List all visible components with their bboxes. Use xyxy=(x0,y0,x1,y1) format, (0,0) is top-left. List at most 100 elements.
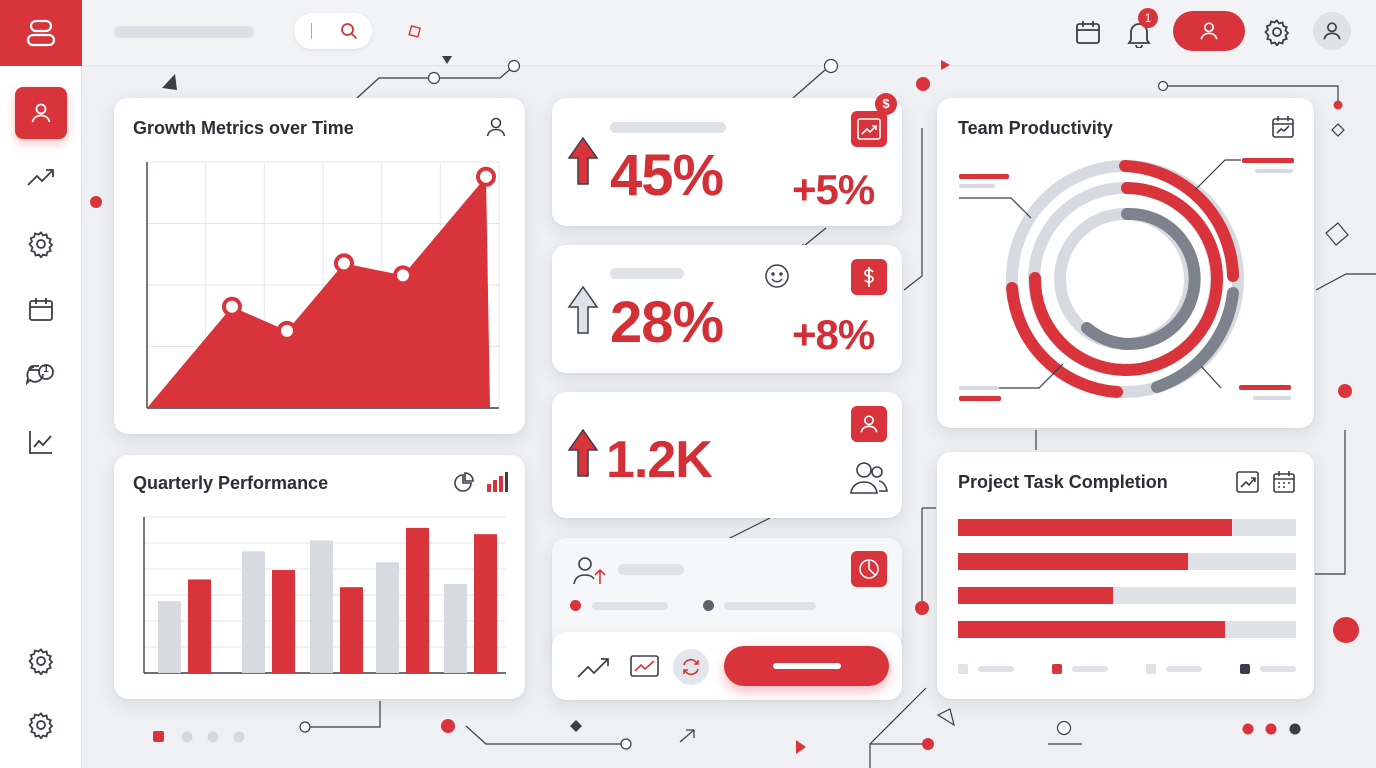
chart-window-icon[interactable] xyxy=(630,654,660,680)
task-progress-bar xyxy=(958,621,1296,638)
growth-metrics-card: Growth Metrics over Time xyxy=(114,98,525,434)
calendar-chart-icon[interactable] xyxy=(1271,115,1295,139)
legend-placeholder-bar xyxy=(724,602,816,610)
refresh-icon xyxy=(683,658,699,676)
sidebar: 1 xyxy=(0,0,82,768)
card-title: Project Task Completion xyxy=(958,472,1168,492)
pie-chart-icon xyxy=(859,559,879,579)
smiley-icon xyxy=(765,264,789,288)
bar xyxy=(474,534,497,673)
primary-action-button[interactable] xyxy=(724,646,889,686)
user-icon xyxy=(31,103,51,123)
team-productivity-card: Team Productivity xyxy=(937,98,1314,428)
bar xyxy=(188,579,211,673)
kpi-delta: +5% xyxy=(792,166,875,213)
kpi-delta: +8% xyxy=(792,311,875,358)
sidebar-item-messages[interactable]: 1 xyxy=(26,362,56,390)
legend-placeholder-bar xyxy=(592,602,668,610)
bar xyxy=(272,570,295,673)
task-legend xyxy=(958,664,1298,676)
gear-icon[interactable] xyxy=(1263,18,1291,46)
task-progress-fill xyxy=(958,553,1188,570)
productivity-ring-chart xyxy=(959,158,1294,401)
bar xyxy=(376,562,399,673)
avatar[interactable] xyxy=(1313,12,1351,50)
task-progress-fill xyxy=(958,621,1225,638)
diamond-deco-icon xyxy=(408,25,422,38)
quarterly-bar-chart xyxy=(143,516,506,674)
task-progress-bar xyxy=(958,519,1296,536)
user-icon xyxy=(1323,22,1341,40)
user-icon xyxy=(1200,22,1218,40)
legend-placeholder-bar xyxy=(978,666,1014,672)
trend-window-icon[interactable] xyxy=(1236,470,1260,494)
quarterly-performance-card: Quarterly Performance xyxy=(114,455,525,699)
gear-icon xyxy=(28,648,54,675)
app-logo-icon xyxy=(26,19,56,47)
kpi-card-3: 1.2K xyxy=(552,392,902,518)
button-label-bar xyxy=(773,663,841,669)
legend-swatch xyxy=(1146,664,1156,674)
sidebar-item-trends[interactable] xyxy=(26,164,56,190)
sidebar-item-settings-bottom-2[interactable] xyxy=(27,711,55,739)
topbar: 1 xyxy=(82,0,1376,66)
kpi-value: 1.2K xyxy=(606,431,713,489)
profile-button[interactable] xyxy=(1173,11,1245,51)
task-progress-bar xyxy=(958,587,1296,604)
pie-chart-icon[interactable] xyxy=(452,472,474,494)
growth-area xyxy=(147,176,490,408)
card-title: Team Productivity xyxy=(958,118,1113,138)
bar xyxy=(444,584,467,673)
calendar-icon xyxy=(29,298,53,321)
trending-up-icon[interactable] xyxy=(576,651,614,681)
legend-placeholder-bar xyxy=(1072,666,1108,672)
user-button[interactable] xyxy=(851,406,887,442)
legend-swatch xyxy=(958,664,968,674)
sidebar-item-profile[interactable] xyxy=(15,87,67,139)
user-icon[interactable] xyxy=(484,115,508,139)
sidebar-item-settings-bottom-1[interactable] xyxy=(27,647,55,675)
legend-dot-grey xyxy=(703,600,714,611)
dollar-icon xyxy=(864,267,874,287)
bar xyxy=(406,527,429,673)
action-toolbar-card xyxy=(552,632,902,700)
data-point xyxy=(222,296,242,317)
task-progress-bar xyxy=(958,553,1296,570)
trend-chart-button[interactable] xyxy=(851,111,887,147)
gear-icon xyxy=(28,712,54,739)
pie-chart-button[interactable] xyxy=(851,551,887,587)
legend-placeholder-bar xyxy=(1166,666,1202,672)
legend-dot-red xyxy=(570,600,581,611)
trending-up-icon xyxy=(27,169,54,186)
kpi-placeholder-bar xyxy=(610,122,726,133)
arrow-up-outline-icon xyxy=(567,285,599,334)
sidebar-item-settings[interactable] xyxy=(27,230,55,258)
user-icon xyxy=(860,415,878,433)
arrow-up-icon xyxy=(567,136,599,185)
chat-badge: 1 xyxy=(43,364,49,375)
sidebar-item-calendar[interactable] xyxy=(27,296,55,324)
search-caret xyxy=(311,23,312,39)
bar-chart-icon[interactable] xyxy=(486,470,508,494)
calendar-icon[interactable] xyxy=(1074,19,1102,47)
data-point xyxy=(277,320,297,341)
kpi-card-2: 28% +8% xyxy=(552,245,902,373)
notification-badge: 1 xyxy=(1138,8,1158,28)
gear-icon xyxy=(28,231,54,258)
search-box[interactable] xyxy=(294,13,372,49)
trending-up-icon xyxy=(857,118,881,140)
dollar-button[interactable] xyxy=(851,259,887,295)
calendar-icon[interactable] xyxy=(1272,470,1296,494)
bar xyxy=(310,540,333,673)
topbar-placeholder-bar xyxy=(114,26,254,38)
legend-swatch xyxy=(1240,664,1250,674)
bar xyxy=(158,601,181,673)
line-chart-icon xyxy=(29,431,52,454)
app-logo[interactable] xyxy=(0,0,82,66)
notifications-button[interactable]: 1 xyxy=(1122,8,1162,52)
bar xyxy=(242,551,265,673)
kpi-card-1: 45% +5% $ xyxy=(552,93,902,226)
sidebar-item-analytics[interactable] xyxy=(27,428,55,456)
sync-button[interactable] xyxy=(673,649,709,685)
legend-swatch xyxy=(1052,664,1062,674)
